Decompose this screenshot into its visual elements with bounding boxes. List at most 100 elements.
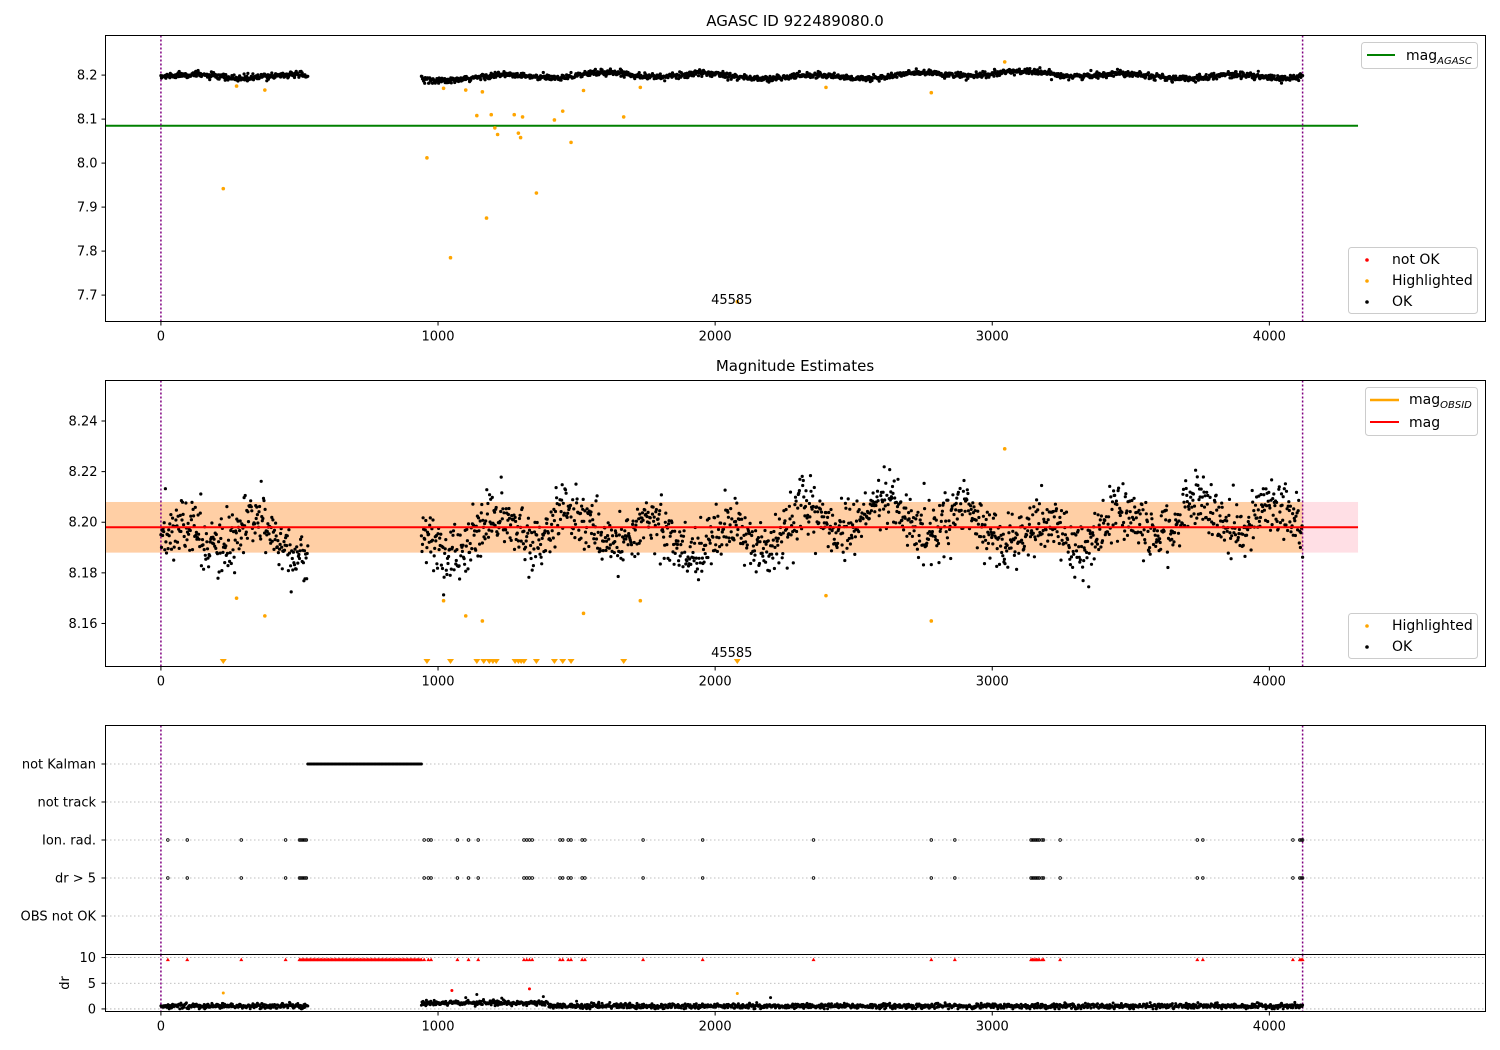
ok-point [457, 564, 461, 568]
ok-point [944, 519, 948, 523]
ok-point [1088, 529, 1092, 533]
ok-point [1096, 513, 1100, 517]
ok-point [468, 550, 472, 555]
ok-point [920, 522, 925, 526]
ok-point [972, 505, 976, 509]
ok-point [582, 547, 586, 551]
ok-point [652, 519, 656, 523]
ok-point [466, 522, 471, 526]
ok-point [845, 546, 849, 550]
ok-point [1199, 487, 1203, 491]
ok-point [678, 554, 682, 558]
panel2-background [105, 380, 1359, 667]
ok-point [197, 532, 201, 536]
ok-point [752, 549, 757, 553]
ok-point [698, 561, 702, 565]
ok-point [685, 559, 689, 563]
ok-point [821, 502, 825, 506]
ok-point [201, 543, 205, 547]
ok-point [885, 521, 890, 526]
ok-point [663, 520, 667, 524]
ok-point [695, 567, 700, 571]
ok-point [214, 546, 218, 551]
ok-point [769, 530, 773, 535]
ok-point [697, 556, 701, 560]
legend-marker-ok [1365, 300, 1369, 304]
ok-point [1200, 495, 1204, 499]
ok-point [563, 488, 568, 492]
ok-point [650, 512, 655, 516]
ok-point [798, 477, 802, 481]
ok-point [606, 534, 610, 538]
off-scale-marker [550, 659, 558, 664]
ok-point [289, 564, 293, 568]
ok-point [1172, 540, 1176, 544]
ok-point [224, 544, 228, 548]
ok-point [954, 501, 958, 505]
ok-point [658, 562, 662, 566]
ok-point [1132, 517, 1136, 522]
off-scale-marker [620, 659, 628, 664]
ok-point [570, 531, 574, 536]
ok-point [789, 533, 793, 537]
ok-point [204, 532, 208, 536]
ok-point [797, 489, 802, 493]
ok-point [887, 510, 891, 514]
ok-point [164, 551, 169, 555]
ok-point [487, 528, 491, 532]
ok-point [210, 521, 214, 525]
ok-point [736, 527, 740, 532]
ok-point [1046, 539, 1050, 543]
ok-point [1288, 504, 1292, 508]
ok-point [1071, 549, 1075, 554]
ok-point [1158, 537, 1162, 541]
ok-point [634, 519, 639, 523]
ok-point [743, 516, 747, 520]
ion-rad-point [466, 838, 471, 842]
ok-point [672, 562, 676, 566]
ok-point [875, 489, 880, 493]
ok-point [212, 537, 216, 541]
highlighted-point [516, 131, 521, 135]
ok-point [899, 500, 903, 504]
ok-point [940, 513, 944, 517]
ok-point [1022, 544, 1026, 549]
ok-point [1278, 510, 1282, 514]
ok-point [436, 532, 440, 536]
ok-point [574, 482, 578, 486]
ok-point [572, 507, 576, 511]
ok-point [529, 556, 533, 561]
ok-point [928, 72, 932, 76]
ok-point [1090, 542, 1094, 546]
ok-point [1299, 531, 1303, 535]
x-tick-label: 2000 [699, 330, 732, 345]
ok-point [1262, 508, 1266, 512]
ok-point [893, 496, 897, 500]
ok-point [916, 510, 920, 514]
ok-point [879, 494, 883, 498]
ok-point [904, 493, 908, 497]
ok-point [594, 499, 598, 503]
ok-point [1237, 527, 1241, 532]
ok-point [219, 536, 223, 541]
ok-point [543, 549, 548, 553]
ok-point [1115, 539, 1120, 543]
ok-point [883, 498, 887, 502]
ok-point [478, 542, 482, 546]
ok-point [205, 540, 209, 544]
ok-point [877, 478, 881, 482]
ok-point [767, 569, 772, 573]
ok-point [1015, 567, 1019, 572]
ok-point [217, 540, 221, 544]
ok-point [1117, 486, 1121, 490]
ok-point [553, 509, 558, 514]
ok-point [859, 534, 864, 539]
ok-point [560, 498, 564, 502]
ok-point [895, 75, 899, 79]
ok-point [873, 510, 877, 514]
ok-point [1207, 531, 1211, 535]
ok-point [1229, 557, 1233, 561]
ok-point [270, 71, 274, 75]
highlighted-point [425, 156, 429, 160]
ok-point [1282, 487, 1286, 491]
